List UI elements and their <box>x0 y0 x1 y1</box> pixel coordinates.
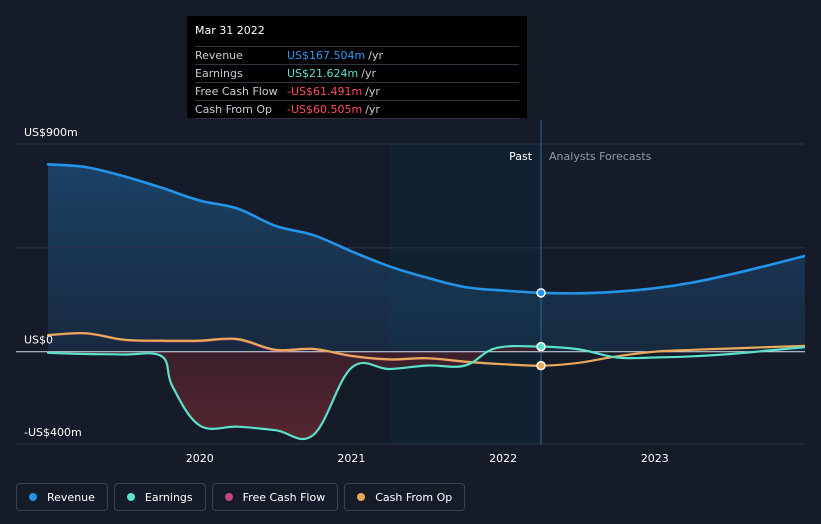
earnings-marker <box>536 341 546 352</box>
revenue-marker <box>536 288 546 298</box>
legend-label: Earnings <box>144 490 193 504</box>
tooltip-series-unit: /yr <box>365 103 380 116</box>
legend-label: Free Cash Flow <box>242 490 326 504</box>
tooltip-row: Revenue US$167.504m/yr <box>195 46 519 64</box>
tooltip-series-name: Cash From Op <box>195 103 273 116</box>
legend-label: Revenue <box>47 490 95 504</box>
revenue-line <box>46 163 805 295</box>
x-tick-label: 2023 <box>641 452 669 465</box>
tooltip-row: Cash From Op -US$60.505m/yr <box>195 100 519 119</box>
legend-item-cash-from-op[interactable]: Cash From Op <box>344 483 466 511</box>
earnings-area <box>48 346 541 440</box>
tooltip-series-value: US$21.624m <box>287 67 359 80</box>
legend-dot-icon <box>357 493 366 501</box>
cfo-line <box>46 331 805 367</box>
tooltip-series-unit: /yr <box>361 67 376 80</box>
legend-dot-icon <box>224 493 233 501</box>
legend-item-free-cash-flow[interactable]: Free Cash Flow <box>211 483 339 511</box>
legend-dot-icon <box>29 493 37 501</box>
legend: Revenue Earnings Free Cash Flow Cash From O… <box>16 483 466 511</box>
tooltip-row: Free Cash Flow -US$61.491m/yr <box>195 82 519 100</box>
cfo-marker <box>536 360 546 371</box>
x-tick-label: 2022 <box>489 452 517 465</box>
tooltip: Mar 31 2022 Revenue US$167.504m/yr Earning… <box>187 16 527 119</box>
tooltip-series-value: -US$61.491m <box>287 85 363 98</box>
tooltip-series-value: US$167.504m <box>287 49 366 62</box>
tooltip-date: Mar 31 2022 <box>195 24 265 37</box>
y-axis-label: US$900m <box>24 126 78 139</box>
earnings-line <box>46 344 805 441</box>
legend-item-revenue[interactable]: Revenue <box>16 483 108 511</box>
tooltip-row: Earnings US$21.624m/yr <box>195 64 519 82</box>
legend-item-earnings[interactable]: Earnings <box>113 483 206 511</box>
legend-label: Cash From Op <box>375 490 453 504</box>
forecast-label: Analysts Forecasts <box>549 150 652 163</box>
y-axis-label: -US$400m <box>24 426 82 439</box>
past-label: Past <box>509 150 533 163</box>
tooltip-series-name: Free Cash Flow <box>195 85 278 98</box>
legend-dot-icon <box>126 493 135 501</box>
tooltip-series-name: Revenue <box>195 49 243 62</box>
y-axis-label: US$0 <box>24 334 53 347</box>
x-tick-label: 2020 <box>186 452 214 465</box>
tooltip-series-name: Earnings <box>195 67 243 80</box>
tooltip-series-unit: /yr <box>368 49 383 62</box>
revenue-area <box>48 164 805 352</box>
tooltip-series-value: -US$60.505m <box>287 103 363 116</box>
tooltip-series-unit: /yr <box>365 85 380 98</box>
x-tick-label: 2021 <box>337 452 365 465</box>
